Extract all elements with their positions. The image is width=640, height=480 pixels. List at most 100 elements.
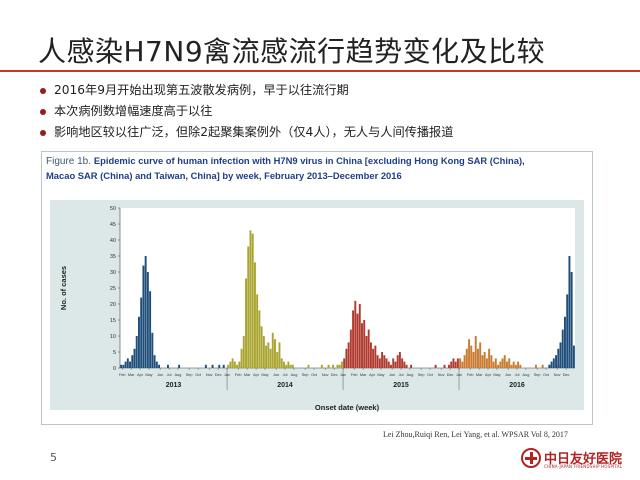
bar-wave-1-week-6 xyxy=(133,348,136,368)
page-number: 5 xyxy=(50,451,57,464)
bar-wave-3-week-103 xyxy=(349,329,352,368)
bar-wave-2-week-68 xyxy=(271,332,274,368)
month-tick-label: Jul xyxy=(515,373,520,377)
bar-wave-3-week-125 xyxy=(398,352,401,368)
month-tick-label: Nov xyxy=(206,373,213,377)
bar-wave-4-week-177 xyxy=(514,364,517,368)
month-tick-label: Sep xyxy=(186,373,193,377)
bar-wave-2-week-67 xyxy=(269,348,272,368)
y-tick-label: 15 xyxy=(110,318,116,324)
bar-wave-3-week-145 xyxy=(443,364,446,368)
bar-wave-4-week-189 xyxy=(541,364,544,368)
bar-wave-2-week-93 xyxy=(327,364,330,368)
bar-wave-3-week-128 xyxy=(405,364,408,368)
bar-wave-4-week-167 xyxy=(492,361,495,368)
bar-wave-3-week-117 xyxy=(381,352,384,368)
bar-wave-4-week-160 xyxy=(477,348,479,368)
slide-title: 人感染H7N9禽流感流行趋势变化及比较 xyxy=(38,35,546,68)
bar-wave-2-week-65 xyxy=(265,345,268,368)
month-tick-label: Jun xyxy=(389,373,395,377)
bar-wave-2-week-75 xyxy=(287,361,290,368)
bar-wave-3-week-101 xyxy=(345,348,348,368)
bar-wave-4-week-169 xyxy=(497,364,500,368)
bar-wave-1-week-1 xyxy=(122,364,125,368)
bar-wave-1-week-46 xyxy=(222,364,225,368)
y-tick-label: 40 xyxy=(110,238,116,244)
month-tick-label: Dec xyxy=(563,373,570,377)
bar-wave-3-week-100 xyxy=(343,358,346,368)
y-tick-label: 50 xyxy=(110,206,116,212)
bar-wave-3-week-107 xyxy=(358,304,361,368)
bar-wave-3-week-130 xyxy=(410,364,413,368)
bar-wave-4-week-159 xyxy=(474,336,477,368)
bar-wave-1-week-9 xyxy=(140,297,143,368)
month-tick-label: Aug xyxy=(523,373,530,377)
bar-wave-4-week-164 xyxy=(485,358,488,368)
bar-wave-1-week-38 xyxy=(204,364,207,368)
hospital-logo: 中日友好医院 CHINA-JAPAN FRIENDSHIP HOSPITAL xyxy=(521,448,623,472)
bar-wave-2-week-69 xyxy=(274,339,276,368)
bar-wave-5-week-200 xyxy=(566,294,569,368)
month-tick-label: Jun xyxy=(273,373,279,377)
bar-wave-4-week-158 xyxy=(472,352,475,368)
y-tick-label: 0 xyxy=(113,366,116,372)
bar-wave-3-week-108 xyxy=(361,323,363,368)
bar-wave-2-week-76 xyxy=(289,364,292,368)
bar-wave-2-week-73 xyxy=(282,361,285,368)
bar-wave-3-week-127 xyxy=(403,361,406,368)
bar-wave-4-week-171 xyxy=(501,358,504,368)
bar-wave-5-week-192 xyxy=(548,364,551,368)
month-tick-label: Dec xyxy=(447,373,454,377)
bar-wave-2-week-71 xyxy=(278,342,281,368)
bar-wave-3-week-121 xyxy=(390,364,392,368)
bar-wave-1-week-21 xyxy=(166,364,169,368)
bar-wave-2-week-49 xyxy=(229,361,232,368)
month-tick-label: Oct xyxy=(543,373,550,377)
bar-wave-4-week-155 xyxy=(465,348,468,368)
month-tick-label: May xyxy=(261,373,268,377)
month-tick-label: Nov xyxy=(322,373,329,377)
month-tick-label: Apr xyxy=(485,373,492,377)
bar-wave-2-week-58 xyxy=(249,230,252,368)
bar-wave-3-week-114 xyxy=(374,345,377,368)
bar-wave-5-week-202 xyxy=(570,272,573,368)
bar-wave-2-week-61 xyxy=(256,294,259,368)
bar-wave-4-week-157 xyxy=(470,345,473,368)
bar-wave-2-week-51 xyxy=(233,361,236,368)
month-tick-label: Oct xyxy=(195,373,202,377)
bar-wave-4-week-153 xyxy=(461,361,464,368)
bar-wave-3-week-124 xyxy=(396,355,399,368)
bar-wave-1-week-41 xyxy=(211,364,214,368)
month-tick-label: Jun xyxy=(505,373,511,377)
bar-wave-3-week-151 xyxy=(456,358,459,368)
bar-wave-5-week-203 xyxy=(572,345,575,368)
bar-wave-1-week-7 xyxy=(135,336,138,368)
month-tick-label: Nov xyxy=(438,373,445,377)
bar-wave-3-week-120 xyxy=(387,361,390,368)
month-tick-label: Aug xyxy=(407,373,414,377)
bar-wave-3-week-150 xyxy=(454,361,457,368)
year-label: 2016 xyxy=(509,382,525,389)
bar-wave-1-week-5 xyxy=(131,355,134,368)
month-tick-label: Oct xyxy=(311,373,318,377)
bar-wave-1-week-17 xyxy=(158,364,160,368)
bar-wave-2-week-84 xyxy=(307,364,310,368)
bullet-item: 影响地区较以往广泛，但除2起聚集案例外（仅4人），无人与人间传播报道 xyxy=(40,122,453,143)
logo-name: 中日友好医院 xyxy=(544,452,623,467)
bar-wave-2-week-95 xyxy=(332,364,334,368)
bar-wave-1-week-13 xyxy=(149,291,152,368)
month-tick-label: Feb xyxy=(235,373,242,377)
bar-wave-3-week-110 xyxy=(365,336,368,368)
bar-wave-2-week-56 xyxy=(245,278,247,368)
bar-wave-4-week-174 xyxy=(508,358,511,368)
bar-wave-3-week-116 xyxy=(378,358,381,368)
year-label: 2015 xyxy=(393,382,409,389)
bar-wave-4-week-178 xyxy=(517,361,520,368)
month-tick-label: May xyxy=(145,373,152,377)
bullet-item: 2016年9月开始出现第五波散发病例，早于以往流行期 xyxy=(40,80,453,101)
month-tick-label: Aug xyxy=(175,373,182,377)
bar-wave-2-week-66 xyxy=(267,342,270,368)
month-tick-label: Feb xyxy=(467,373,474,377)
bar-wave-1-week-4 xyxy=(129,361,131,368)
